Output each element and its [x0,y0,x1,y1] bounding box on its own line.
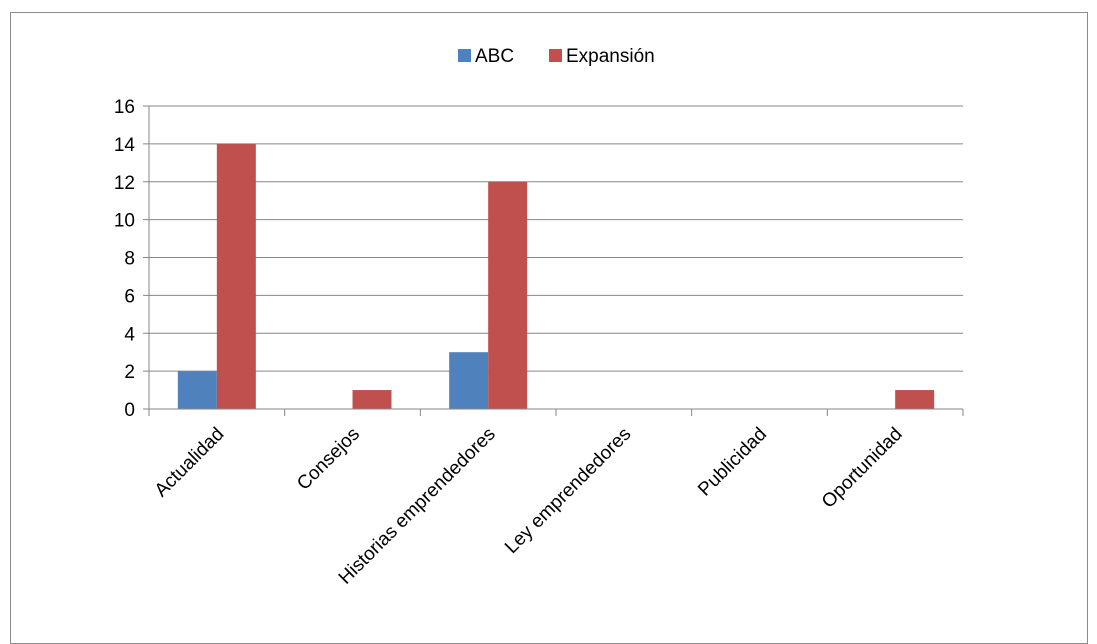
bar-expansi-n-historias-emprendedores [488,181,528,409]
bar-expansi-n-actualidad [216,143,256,409]
x-tick-label: Ley emprendedores [501,424,635,558]
bars [177,143,935,409]
legend: ABC Expansión [458,46,655,67]
x-tick-label: Historias emprendedores [335,424,500,589]
y-tick-label: 14 [114,135,136,156]
axes [143,105,964,416]
legend-label: Expansión [566,46,655,67]
y-tick-label: 6 [124,286,135,307]
bar-expansi-n-oportunidad [895,390,935,409]
bar-abc-actualidad [177,371,217,409]
y-tick-label: 12 [114,173,135,194]
y-tick-label: 8 [124,249,135,270]
y-tick-label: 4 [124,324,135,345]
y-tick-label: 2 [124,362,135,383]
legend-label: ABC [475,46,514,67]
bar-abc-historias-emprendedores [449,352,489,409]
y-tick-label: 0 [124,400,135,421]
x-tick-label: Actualidad [151,424,229,502]
legend-swatch [458,49,471,62]
y-tick-label: 16 [114,97,135,118]
y-tick-label: 10 [114,211,135,232]
x-tick-label: Consejos [293,424,364,495]
x-tick-label: Oportunidad [818,424,907,513]
x-tick-label: Publicidad [694,424,771,501]
y-tick-labels: 0 2 4 6 8 10 12 14 16 [114,97,136,421]
gridlines [149,105,963,372]
chart-frame [10,12,1088,644]
bar-expansi-n-consejos [352,390,392,409]
legend-swatch [549,49,562,62]
